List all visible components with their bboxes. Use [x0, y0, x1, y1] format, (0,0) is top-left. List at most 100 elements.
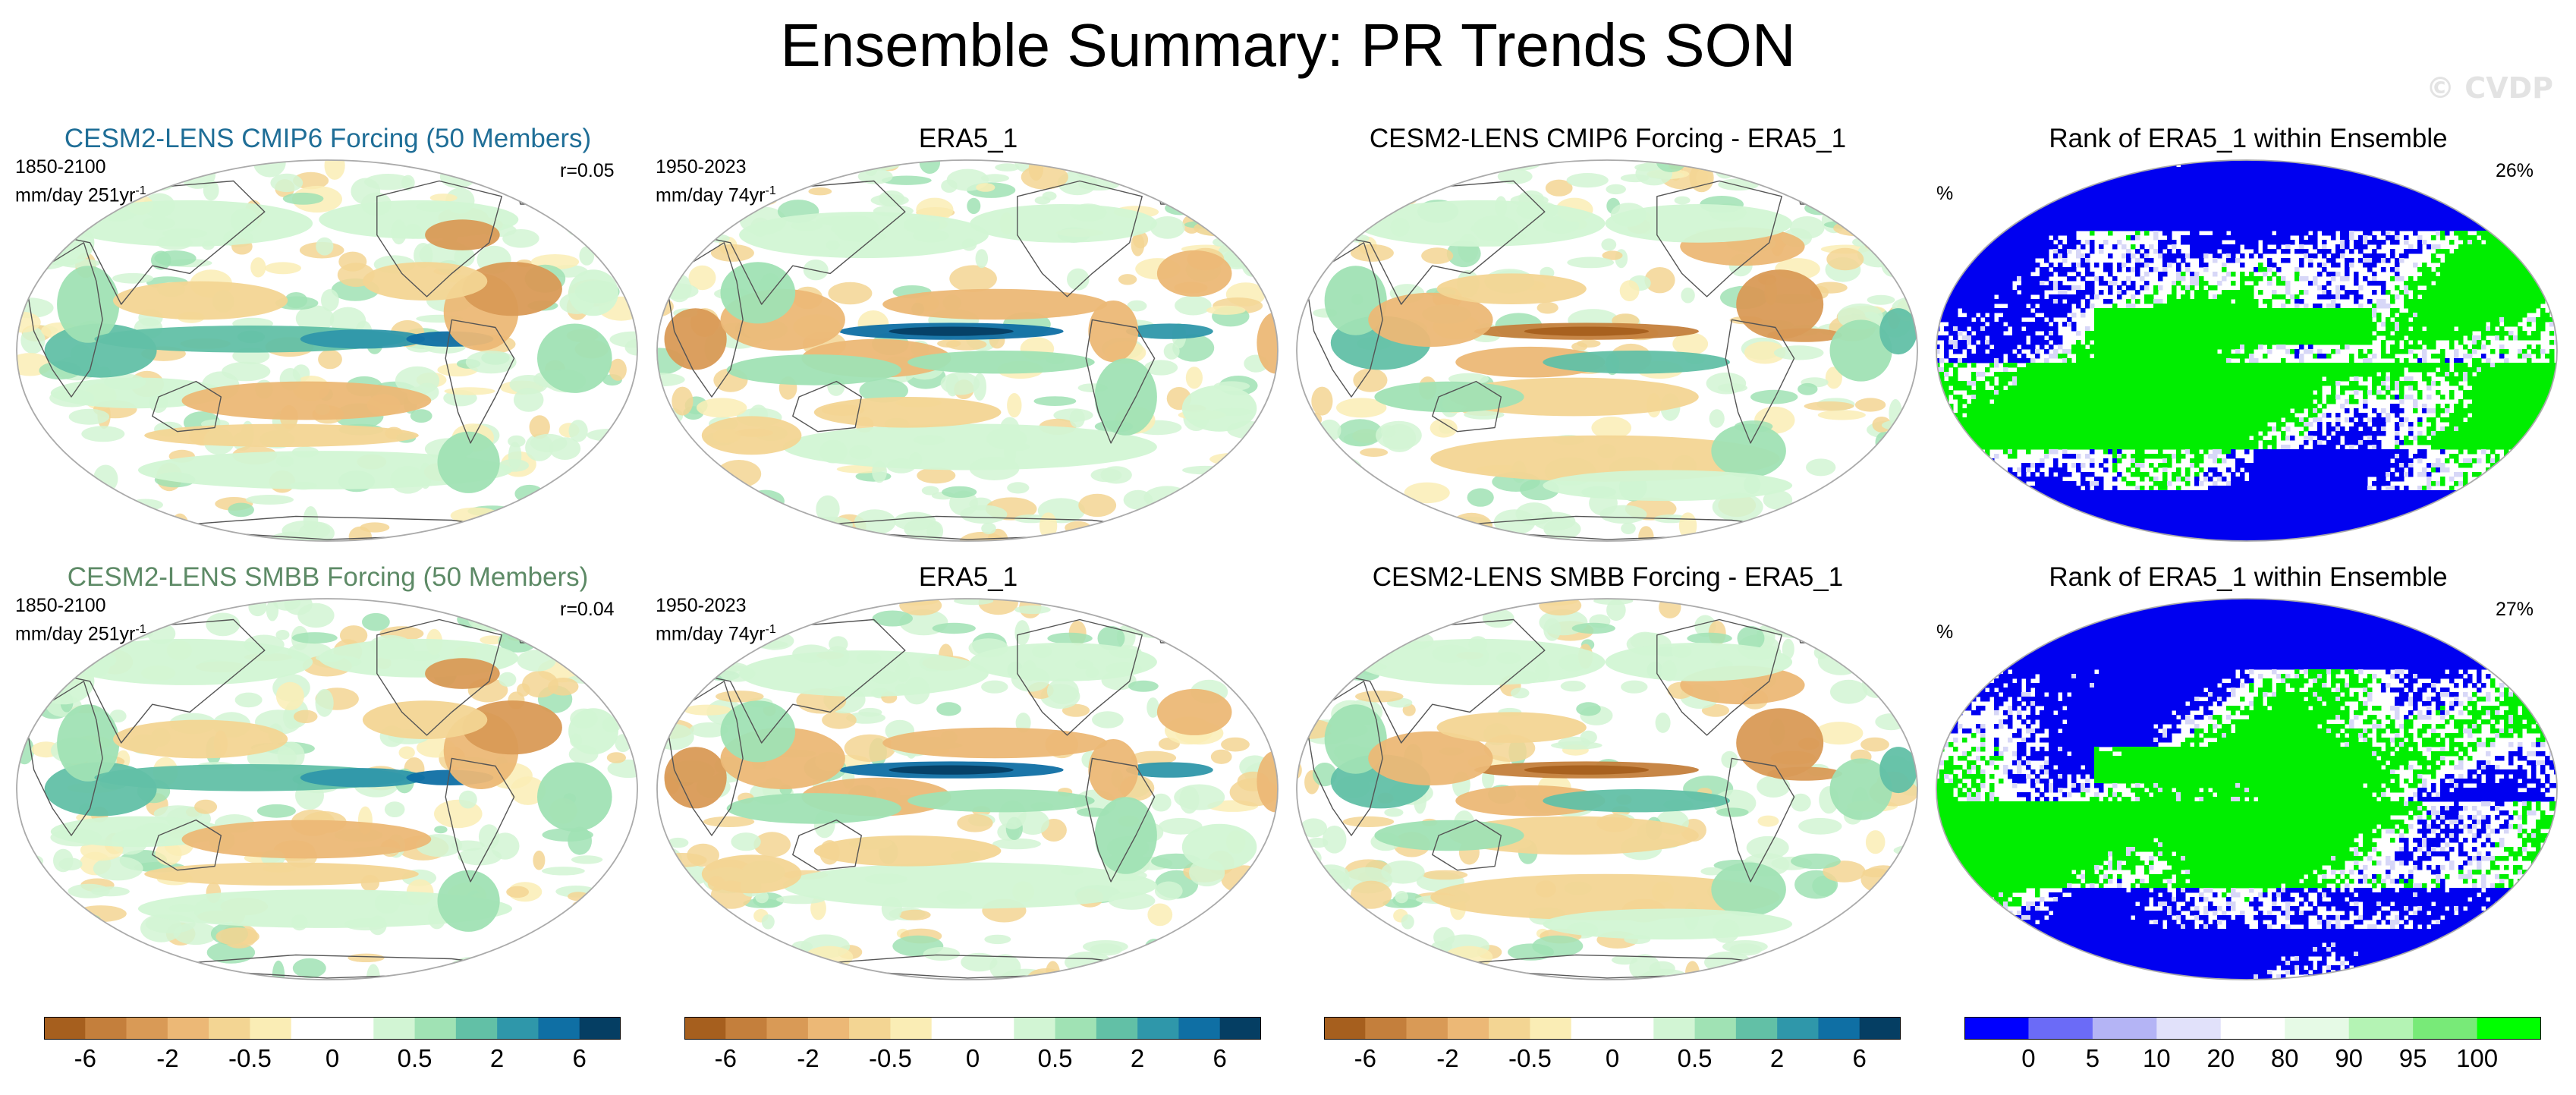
colorbar-box	[931, 1017, 973, 1040]
colorbar-box	[1365, 1017, 1407, 1040]
colorbar-tick-label: -6	[74, 1044, 96, 1072]
rank-unit-r2: %	[1936, 621, 1953, 644]
colorbar-box	[2092, 1017, 2157, 1040]
colorbar-box	[373, 1017, 415, 1040]
colorbar-box	[1777, 1017, 1819, 1040]
colorbar-tick-label: 0	[966, 1044, 980, 1072]
map-era5-trend-r2	[656, 598, 1279, 980]
colorbar-box	[291, 1017, 333, 1040]
colorbar-tick-label: 6	[573, 1044, 587, 1072]
correlation-r2: r=0.04	[560, 598, 615, 621]
colorbar-box	[2028, 1017, 2093, 1040]
rank-percent-r2: 27%	[2496, 598, 2534, 621]
colorbar-tick-label: 10	[2143, 1044, 2171, 1072]
period-r2-c1: 1850-2100 mm/day 251yr-1	[15, 594, 146, 646]
units-sup: -1	[135, 184, 146, 197]
colorbar-box	[579, 1017, 621, 1040]
panel-title-r2-c2: ERA5_1	[647, 562, 1289, 593]
colorbar-box	[1735, 1017, 1778, 1040]
colorbar-box	[538, 1017, 580, 1040]
colorbar-box	[1219, 1017, 1261, 1040]
period-r2-c2: 1950-2023 mm/day 74yr-1	[656, 594, 776, 646]
colorbar-tick-label: -0.5	[228, 1044, 272, 1072]
panel-title-r1-c3: CESM2-LENS CMIP6 Forcing - ERA5_1	[1287, 124, 1929, 154]
colorbar-box	[1489, 1017, 1530, 1040]
map-era5-trend-r1	[656, 159, 1279, 542]
colorbar-box	[1612, 1017, 1654, 1040]
colorbar-box	[250, 1017, 292, 1040]
colorbar-box	[414, 1017, 457, 1040]
colorbar-tick-label: 0.5	[398, 1044, 432, 1072]
colorbar-box	[1137, 1017, 1179, 1040]
panel-title-r2-c4: Rank of ERA5_1 within Ensemble	[1927, 562, 2569, 593]
colorbar-box	[332, 1017, 374, 1040]
panel-title-r2-c3: CESM2-LENS SMBB Forcing - ERA5_1	[1287, 562, 1929, 593]
colorbar-tick-label: 90	[2335, 1044, 2363, 1072]
colorbar-tick-label: 0	[326, 1044, 339, 1072]
colorbar-box	[167, 1017, 209, 1040]
colorbar-tick-label: 6	[1213, 1044, 1227, 1072]
colorbar-box	[973, 1017, 1014, 1040]
map-model-trend-cmip6	[16, 159, 638, 542]
colorbar-box	[497, 1017, 539, 1040]
period-text: 1850-2100	[15, 156, 106, 178]
colorbar-tick-label: -2	[1436, 1044, 1458, 1072]
map-difference-cmip6	[1296, 159, 1918, 542]
map-rank-smbb	[1936, 598, 2558, 980]
colorbar-difference: -6 -2 -0.5 0 0.5 2 6	[1324, 1017, 1901, 1072]
colorbar-tick-label: -6	[1354, 1044, 1376, 1072]
map-model-trend-smbb	[16, 598, 638, 980]
colorbar-tick-label: 2	[1770, 1044, 1784, 1072]
colorbar-box	[725, 1017, 767, 1040]
colorbar-box	[684, 1017, 726, 1040]
panel-title-r2-c1: CESM2-LENS SMBB Forcing (50 Members)	[7, 562, 649, 593]
colorbar-tick-label: 100	[2456, 1044, 2498, 1072]
colorbar-box	[455, 1017, 498, 1040]
colorbar-box	[2156, 1017, 2222, 1040]
colorbar-box	[1818, 1017, 1860, 1040]
period-text: 1950-2023	[656, 595, 747, 616]
colorbar-tick-label: -2	[797, 1044, 819, 1072]
colorbar-box	[1571, 1017, 1613, 1040]
units-sup: -1	[135, 623, 146, 636]
colorbar-tick-label: 80	[2271, 1044, 2299, 1072]
colorbar-box	[44, 1017, 86, 1040]
colorbar-box	[890, 1017, 933, 1040]
colorbar-tick-label: 2	[490, 1044, 504, 1072]
period-text: 1950-2023	[656, 156, 747, 178]
colorbar-frame	[1964, 1017, 2541, 1040]
cvdp-watermark: © CVDP	[2426, 71, 2553, 105]
colorbar-box	[85, 1017, 127, 1040]
colorbar-tick-label: -2	[156, 1044, 178, 1072]
units-sup: -1	[765, 623, 775, 636]
period-r1-c1: 1850-2100 mm/day 251yr-1	[15, 156, 146, 207]
colorbar-tick-label: 2	[1131, 1044, 1144, 1072]
colorbar-tick-label: 20	[2206, 1044, 2235, 1072]
colorbar-tick-label: 6	[1853, 1044, 1867, 1072]
colorbar-box	[849, 1017, 891, 1040]
colorbar-box	[209, 1017, 250, 1040]
units-text: mm/day 74yr	[656, 623, 765, 644]
colorbar-tick-label: 0	[1606, 1044, 1619, 1072]
colorbar-frame	[684, 1017, 1261, 1040]
colorbar-tick-label: 95	[2399, 1044, 2427, 1072]
panel-title-r1-c1: CESM2-LENS CMIP6 Forcing (50 Members)	[7, 124, 649, 154]
correlation-r1: r=0.05	[560, 159, 615, 183]
colorbar-box	[1055, 1017, 1097, 1040]
period-r1-c2: 1950-2023 mm/day 74yr-1	[656, 156, 776, 207]
colorbar-box	[1096, 1017, 1138, 1040]
colorbar-era5-trend: -6 -2 -0.5 0 0.5 2 6	[684, 1017, 1261, 1072]
colorbar-box	[2285, 1017, 2349, 1040]
colorbar-tick-label: 0.5	[1678, 1044, 1713, 1072]
colorbar-box	[1964, 1017, 2029, 1040]
colorbar-box	[1694, 1017, 1737, 1040]
colorbar-tick-label: 0.5	[1038, 1044, 1073, 1072]
colorbar-box	[807, 1017, 850, 1040]
colorbar-model-trend: -6 -2 -0.5 0 0.5 2 6	[44, 1017, 621, 1072]
units-text: mm/day 251yr	[15, 184, 135, 206]
colorbar-box	[1653, 1017, 1695, 1040]
map-rank-cmip6	[1936, 159, 2558, 542]
colorbar-tick-label: -0.5	[1508, 1044, 1552, 1072]
colorbar-box	[1859, 1017, 1901, 1040]
colorbar-box	[1178, 1017, 1221, 1040]
